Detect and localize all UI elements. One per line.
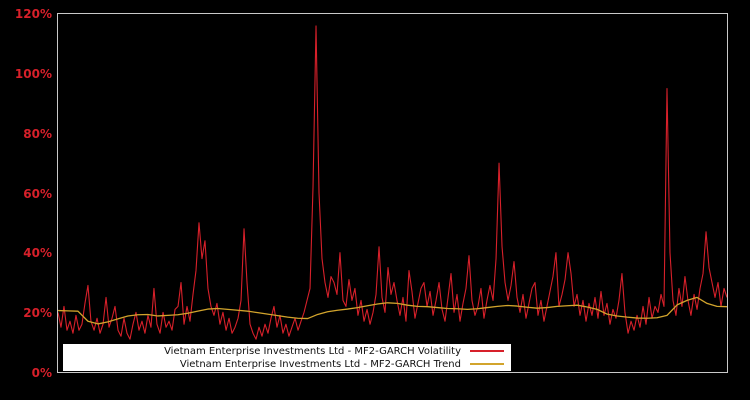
volatility-line bbox=[58, 25, 727, 340]
trend-line bbox=[58, 296, 727, 325]
y-tick-label-0: 0% bbox=[31, 366, 52, 380]
legend-item-volatility: Vietnam Enterprise Investments Ltd - MF2… bbox=[63, 345, 511, 358]
trend-line-sample-icon bbox=[470, 363, 504, 365]
legend-label-volatility: Vietnam Enterprise Investments Ltd - MF2… bbox=[164, 345, 461, 357]
y-tick-label-100: 100% bbox=[14, 66, 52, 81]
legend: Vietnam Enterprise Investments Ltd - MF2… bbox=[63, 344, 511, 371]
volatility-line-sample-icon bbox=[470, 350, 504, 352]
plot-area bbox=[57, 13, 728, 373]
y-tick-label-60: 60% bbox=[23, 186, 52, 201]
y-tick-label-120: 120% bbox=[14, 7, 52, 21]
legend-label-trend: Vietnam Enterprise Investments Ltd - MF2… bbox=[179, 358, 461, 370]
legend-item-trend: Vietnam Enterprise Investments Ltd - MF2… bbox=[63, 358, 511, 371]
y-tick-label-20: 20% bbox=[23, 306, 52, 321]
line-chart bbox=[58, 25, 727, 340]
y-tick-label-80: 80% bbox=[23, 126, 52, 141]
y-tick-label-40: 40% bbox=[23, 246, 52, 261]
